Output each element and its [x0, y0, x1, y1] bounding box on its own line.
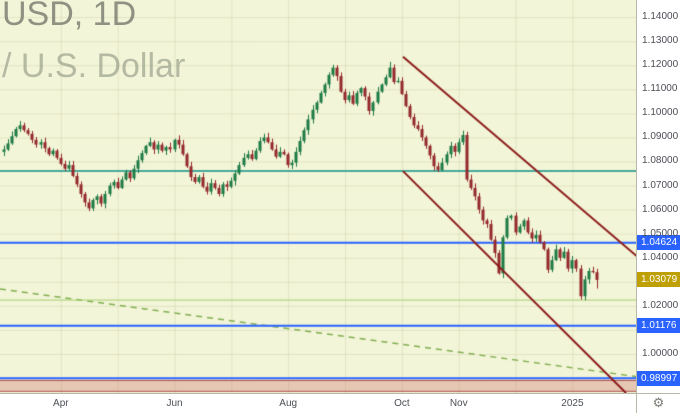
settings-gear-icon[interactable]: ⚙: [652, 396, 665, 411]
time-axis-label: Oct: [394, 398, 410, 409]
price-tick-label: 1.13000: [642, 35, 679, 47]
price-tick-label: 1.07000: [642, 179, 679, 191]
price-axis[interactable]: 1.04624 1.03079 1.01176 0.98997 1.14000 1.130…: [636, 0, 680, 393]
price-tick-label: 1.09000: [642, 131, 679, 143]
axis-corner: ⚙: [636, 393, 680, 413]
chart-canvas[interactable]: [0, 0, 636, 393]
time-axis[interactable]: Apr Jun Aug Oct Nov 2025: [0, 393, 680, 413]
time-axis-label: Aug: [279, 398, 298, 409]
price-tick-label: 1.05000: [642, 227, 679, 239]
price-tick-label: 1.12000: [642, 59, 679, 71]
time-axis-label: Apr: [53, 398, 69, 409]
price-level-badge: 0.98997: [637, 370, 680, 386]
price-level-badge: 1.01176: [637, 318, 680, 334]
time-axis-label: Nov: [449, 398, 468, 409]
price-tick-label: 1.02000: [642, 299, 679, 311]
price-tick-label: 1.10000: [642, 107, 679, 119]
price-tick-label: 1.14000: [642, 11, 679, 23]
price-tick-label: 1.06000: [642, 203, 679, 215]
price-tick-label: 1.04000: [642, 251, 679, 263]
price-tick-label: 1.08000: [642, 155, 679, 167]
price-level-badge: 1.04624: [637, 235, 680, 251]
time-axis-label: Jun: [166, 398, 183, 409]
time-axis-label: 2025: [561, 398, 584, 409]
price-chart-pane[interactable]: USD, 1D / U.S. Dollar: [0, 0, 636, 393]
current-price-badge: 1.03079: [637, 272, 680, 288]
price-tick-label: 1.11000: [642, 83, 678, 95]
price-tick-label: 1.00000: [642, 348, 679, 359]
